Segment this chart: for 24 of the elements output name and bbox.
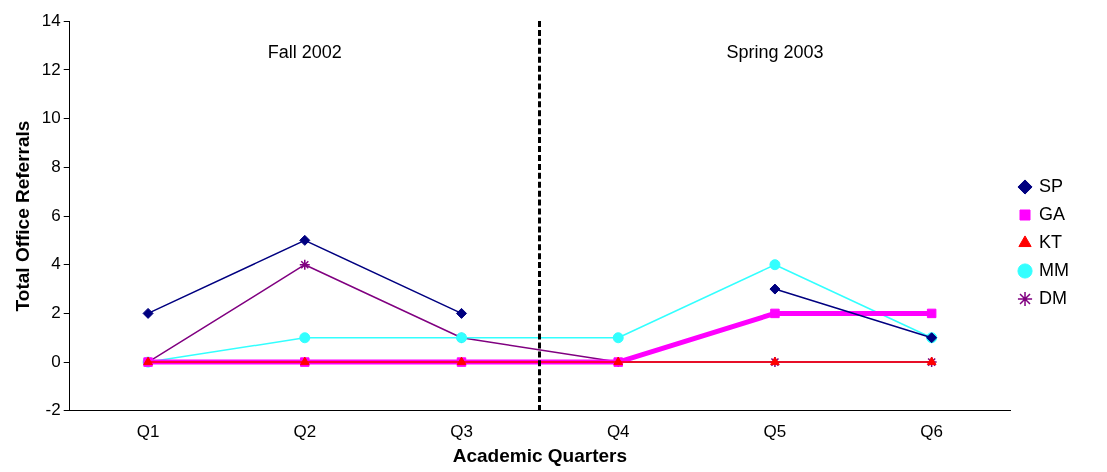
- legend-label: SP: [1039, 175, 1064, 196]
- y-tick-label: 2: [51, 303, 61, 323]
- y-tick-label: 0: [51, 351, 61, 371]
- x-tick-label: Q1: [136, 421, 160, 441]
- y-tick-label: 14: [41, 10, 61, 30]
- y-tick-label: 12: [41, 59, 61, 79]
- y-tick-label: -2: [45, 400, 61, 420]
- x-tick-label: Q4: [606, 421, 630, 441]
- y-tick-label: 10: [41, 108, 61, 128]
- legend-label: GA: [1039, 203, 1066, 224]
- legend-label: DM: [1039, 287, 1068, 308]
- y-tick-label: 8: [51, 156, 61, 176]
- x-tick-label: Q3: [450, 421, 473, 441]
- y-tick-label: 6: [51, 205, 61, 225]
- x-tick-label: Q2: [293, 421, 317, 441]
- x-tick-label: Q6: [920, 421, 943, 441]
- y-axis-title: Total Office Referrals: [11, 120, 33, 312]
- annotation: Fall 2002: [267, 42, 342, 63]
- legend-label: KT: [1039, 231, 1063, 252]
- x-tick-label: Q5: [763, 421, 787, 441]
- x-axis-title: Academic Quarters: [452, 444, 627, 466]
- annotation: Spring 2003: [726, 42, 824, 63]
- y-tick-label: 4: [51, 254, 61, 274]
- legend-label: MM: [1039, 259, 1070, 280]
